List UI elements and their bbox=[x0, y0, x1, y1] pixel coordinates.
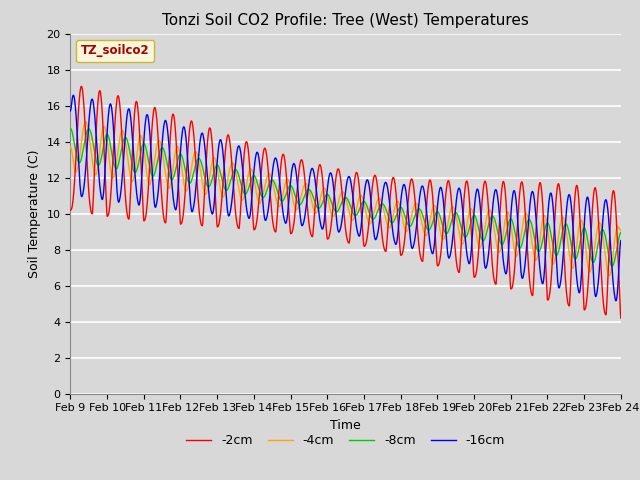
-8cm bbox=[608, 264, 616, 269]
Y-axis label: Soil Temperature (C): Soil Temperature (C) bbox=[28, 149, 41, 278]
Line: -8cm: -8cm bbox=[70, 129, 621, 266]
-8cm bbox=[175, 152, 183, 158]
-2cm bbox=[176, 211, 184, 217]
-4cm bbox=[605, 273, 613, 279]
-4cm bbox=[67, 144, 74, 150]
-2cm bbox=[431, 233, 439, 239]
-2cm bbox=[504, 219, 511, 225]
Line: -16cm: -16cm bbox=[70, 95, 621, 301]
-8cm bbox=[617, 230, 625, 236]
-4cm bbox=[431, 204, 439, 209]
-16cm bbox=[612, 298, 620, 304]
-8cm bbox=[189, 173, 196, 179]
-16cm bbox=[552, 247, 559, 253]
-8cm bbox=[67, 126, 74, 132]
-4cm bbox=[189, 155, 197, 161]
-8cm bbox=[552, 251, 559, 257]
-2cm bbox=[552, 201, 559, 206]
-4cm bbox=[504, 209, 511, 215]
-4cm bbox=[617, 227, 625, 233]
-2cm bbox=[617, 315, 625, 321]
-16cm bbox=[251, 160, 259, 166]
-2cm bbox=[77, 84, 85, 89]
-16cm bbox=[617, 238, 625, 243]
-8cm bbox=[431, 213, 439, 218]
-2cm bbox=[189, 126, 197, 132]
X-axis label: Time: Time bbox=[330, 419, 361, 432]
-2cm bbox=[251, 227, 259, 232]
-16cm bbox=[67, 108, 74, 114]
-8cm bbox=[250, 173, 258, 179]
-8cm bbox=[503, 228, 511, 233]
-4cm bbox=[176, 151, 184, 156]
Line: -2cm: -2cm bbox=[70, 86, 621, 318]
Legend: -2cm, -4cm, -8cm, -16cm: -2cm, -4cm, -8cm, -16cm bbox=[181, 429, 510, 452]
-16cm bbox=[189, 206, 197, 212]
-4cm bbox=[552, 252, 559, 258]
-16cm bbox=[70, 92, 77, 98]
-16cm bbox=[504, 265, 511, 271]
-4cm bbox=[82, 119, 90, 124]
-4cm bbox=[251, 180, 259, 186]
Title: Tonzi Soil CO2 Profile: Tree (West) Temperatures: Tonzi Soil CO2 Profile: Tree (West) Temp… bbox=[162, 13, 529, 28]
-16cm bbox=[431, 230, 439, 236]
Line: -4cm: -4cm bbox=[70, 121, 621, 276]
-2cm bbox=[67, 207, 74, 213]
-16cm bbox=[176, 159, 184, 165]
